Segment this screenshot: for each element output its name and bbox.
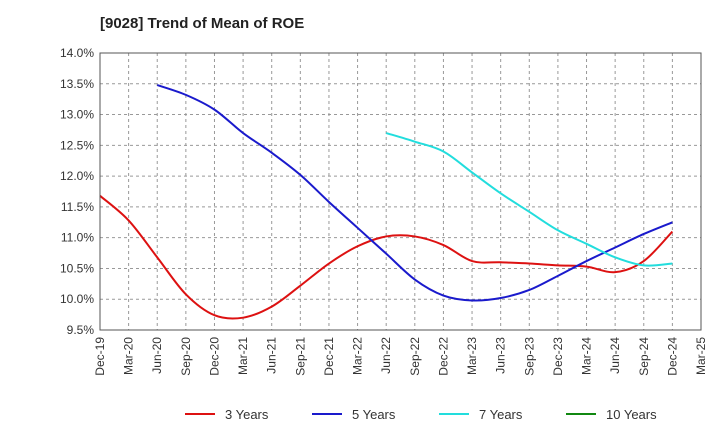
y-tick-label: 12.0% bbox=[60, 169, 94, 183]
chart-title: [9028] Trend of Mean of ROE bbox=[100, 15, 304, 32]
x-tick-label: Dec-24 bbox=[665, 337, 679, 376]
y-tick-label: 11.5% bbox=[61, 200, 94, 214]
x-tick-label: Jun-24 bbox=[608, 337, 622, 374]
legend-label-7-years: 7 Years bbox=[479, 407, 523, 422]
plot-area bbox=[100, 53, 701, 330]
x-tick-label: Mar-22 bbox=[351, 337, 365, 375]
series-line-7-years bbox=[385, 132, 673, 267]
y-tick-label: 9.5% bbox=[67, 323, 95, 337]
legend-label-5-years: 5 Years bbox=[352, 407, 396, 422]
plot-frame bbox=[99, 52, 702, 331]
x-tick-label: Mar-25 bbox=[694, 337, 708, 375]
x-tick-label: Dec-19 bbox=[93, 337, 107, 376]
x-tick-label: Jun-23 bbox=[494, 337, 508, 374]
x-tick-label: Sep-22 bbox=[408, 337, 422, 376]
series-line-5-years bbox=[156, 84, 673, 302]
x-tick-label: Dec-23 bbox=[551, 337, 565, 376]
x-tick-label: Mar-24 bbox=[580, 337, 594, 375]
legend: 3 Years 5 Years 7 Years 10 Years bbox=[185, 407, 657, 422]
y-tick-label: 13.5% bbox=[60, 77, 94, 91]
y-tick-label: 14.0% bbox=[60, 46, 94, 60]
x-tick-label: Mar-23 bbox=[465, 337, 479, 375]
x-tick-label: Mar-20 bbox=[122, 337, 136, 375]
x-tick-label: Dec-21 bbox=[322, 337, 336, 376]
legend-label-10-years: 10 Years bbox=[606, 407, 657, 422]
x-tick-label: Jun-20 bbox=[150, 337, 164, 374]
x-tick-label: Jun-21 bbox=[265, 337, 279, 374]
y-tick-label: 11.0% bbox=[61, 231, 94, 245]
y-tick-label: 10.0% bbox=[60, 292, 94, 306]
x-tick-label: Sep-24 bbox=[637, 337, 651, 376]
x-tick-label: Dec-22 bbox=[436, 337, 450, 376]
y-axis: 14.0% 13.5% 13.0% 12.5% 12.0% 11.5% 11.0% 10.5%… bbox=[60, 46, 94, 337]
y-tick-label: 10.5% bbox=[60, 261, 94, 275]
series-group bbox=[99, 84, 674, 320]
legend-label-3-years: 3 Years bbox=[225, 407, 269, 422]
x-tick-label: Sep-20 bbox=[179, 337, 193, 376]
x-tick-label: Jun-22 bbox=[379, 337, 393, 374]
x-axis: Dec-19 Mar-20 Jun-20 Sep-20 Dec-20 Mar-21 Jun-… bbox=[93, 337, 708, 376]
grid bbox=[99, 52, 702, 331]
y-tick-label: 12.5% bbox=[60, 138, 94, 152]
y-tick-label: 13.0% bbox=[60, 108, 94, 122]
x-tick-label: Mar-21 bbox=[236, 337, 250, 375]
x-tick-label: Sep-21 bbox=[293, 337, 307, 376]
x-tick-label: Dec-20 bbox=[207, 337, 221, 376]
x-tick-label: Sep-23 bbox=[522, 337, 536, 376]
